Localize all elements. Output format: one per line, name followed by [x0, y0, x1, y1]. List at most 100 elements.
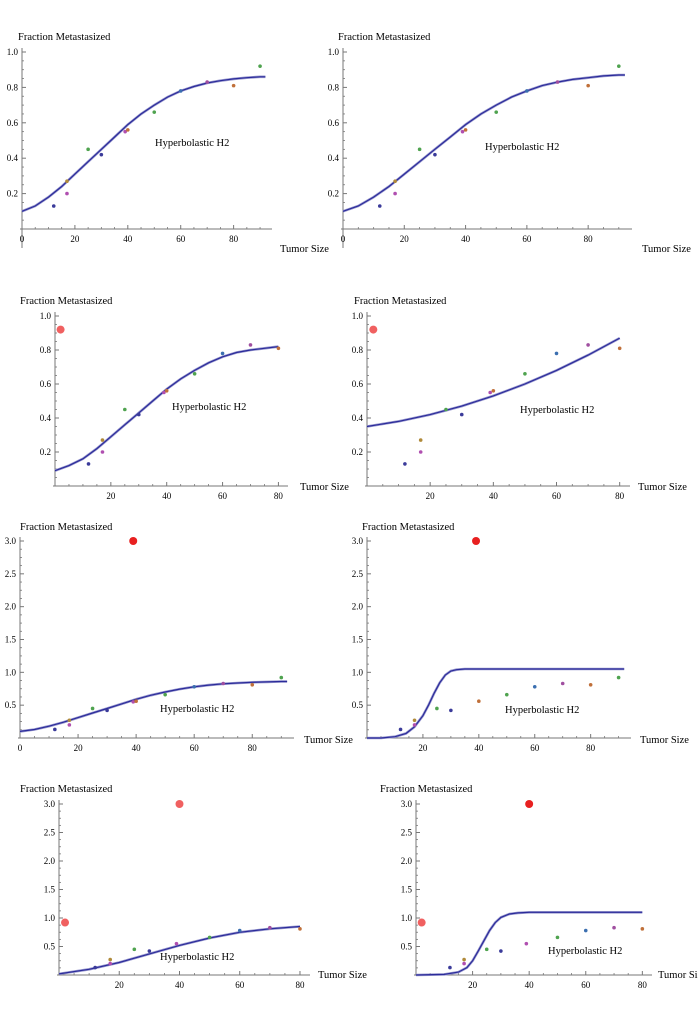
data-point	[555, 935, 560, 940]
data-point	[583, 928, 588, 933]
y-axis-title: Fraction Metastasized	[20, 784, 113, 795]
x-tick-label: 40	[162, 491, 172, 501]
data-point	[586, 83, 590, 88]
data-point	[462, 961, 466, 966]
chart-panel-7: 0.5 1.0 1.5 2.0 2.5 3.0 20 40 60 80 Fraction Metas…	[20, 784, 367, 990]
data-point	[444, 407, 448, 412]
data-point	[67, 718, 72, 723]
data-point	[459, 412, 464, 417]
x-tick-label: 20	[468, 980, 478, 990]
data-point	[67, 723, 72, 727]
x-tick-label: 20	[400, 234, 410, 244]
chart-panel-6: 0.5 1.0 1.5 2.0 2.5 3.0 20 40 60 80 Fraction Metas…	[352, 522, 690, 753]
data-point	[147, 949, 152, 953]
x-tick-label: 60	[522, 234, 532, 244]
x-tick-label: 40	[489, 491, 499, 501]
y-tick-label: 0.2	[7, 189, 18, 199]
y-tick-label: 3.0	[5, 536, 17, 546]
x-tick-label: 80	[274, 491, 284, 501]
x-tick-label: 0	[20, 234, 25, 244]
data-point	[463, 128, 468, 132]
data-point	[152, 110, 157, 114]
data-point	[136, 412, 141, 417]
data-point	[174, 941, 179, 946]
x-tick-label: 80	[248, 743, 258, 753]
fit-curve	[21, 76, 266, 212]
x-axis-title: Tumor Size	[642, 244, 691, 255]
data-point	[499, 949, 503, 953]
fit-curve	[366, 337, 620, 428]
y-tick-label: 1.5	[401, 885, 413, 895]
data-point	[494, 110, 499, 114]
y-tick-label: 2.5	[5, 569, 17, 579]
x-tick-label: 0	[341, 234, 346, 244]
x-axis-title: Tumor Size	[640, 735, 689, 746]
x-tick-label: 80	[295, 980, 305, 990]
data-point	[86, 462, 91, 466]
fit-curve-shadow	[19, 680, 288, 733]
fit-curve	[58, 925, 301, 975]
y-tick-label: 2.0	[5, 602, 17, 612]
data-point	[298, 927, 302, 931]
x-axis-title: Tumor Size	[300, 482, 349, 493]
x-tick-label: 20	[106, 491, 116, 501]
y-tick-label: 1.0	[352, 311, 364, 321]
curve-annotation: Hyperbolastic H2	[485, 142, 559, 153]
y-tick-label: 0.6	[352, 379, 364, 389]
y-tick-label: 1.0	[44, 913, 56, 923]
fit-curve-shadow	[367, 667, 625, 740]
x-tick-label: 60	[235, 980, 245, 990]
x-tick-label: 60	[176, 234, 186, 244]
data-point	[268, 925, 272, 930]
x-tick-label: 80	[638, 980, 648, 990]
y-tick-label: 0.6	[7, 118, 19, 128]
data-point	[276, 346, 281, 351]
outlier-point	[175, 800, 184, 808]
y-tick-label: 0.5	[5, 700, 17, 710]
y-tick-label: 1.0	[352, 667, 364, 677]
x-tick-label: 20	[74, 743, 84, 753]
data-point	[448, 965, 452, 970]
outlier-point	[56, 325, 65, 334]
x-tick-label: 60	[552, 491, 562, 501]
data-point	[220, 351, 225, 356]
data-point	[586, 343, 590, 347]
data-point	[163, 692, 167, 697]
data-point	[164, 389, 169, 393]
data-point	[412, 718, 417, 723]
curve-annotation: Hyperbolastic H2	[160, 952, 234, 963]
x-axis-title: Tumor Size	[304, 735, 353, 746]
chart-panel-1: 0.2 0.4 0.6 0.8 1.0 0 20 40 60 80 Fraction Metasta…	[7, 32, 330, 255]
data-point	[93, 965, 97, 970]
data-point	[100, 438, 105, 442]
y-tick-label: 1.5	[352, 635, 364, 645]
x-tick-label: 20	[70, 234, 80, 244]
data-point	[132, 947, 137, 952]
y-tick-label: 1.5	[44, 885, 56, 895]
y-tick-label: 0.4	[7, 153, 19, 163]
data-point	[162, 390, 166, 395]
data-point	[134, 699, 138, 704]
y-tick-label: 0.2	[40, 447, 51, 457]
x-tick-label: 80	[584, 234, 594, 244]
y-tick-label: 0.5	[44, 942, 56, 952]
data-point	[523, 372, 527, 376]
y-tick-label: 0.8	[40, 345, 52, 355]
x-tick-label: 60	[530, 743, 540, 753]
data-point	[617, 346, 622, 351]
data-point	[433, 152, 437, 157]
data-point	[99, 152, 104, 157]
curve-annotation: Hyperbolastic H2	[548, 946, 622, 957]
data-point	[460, 129, 465, 134]
data-point	[205, 80, 209, 84]
data-point	[248, 343, 253, 347]
y-tick-label: 0.2	[328, 189, 339, 199]
y-tick-label: 1.0	[401, 913, 413, 923]
y-axis-title: Fraction Metastasized	[20, 296, 113, 307]
outlier-point	[129, 537, 138, 545]
data-point	[231, 83, 236, 88]
fit-curve-shadow	[342, 73, 625, 213]
x-tick-label: 0	[18, 743, 23, 753]
x-tick-label: 40	[123, 234, 133, 244]
data-point	[126, 128, 130, 132]
